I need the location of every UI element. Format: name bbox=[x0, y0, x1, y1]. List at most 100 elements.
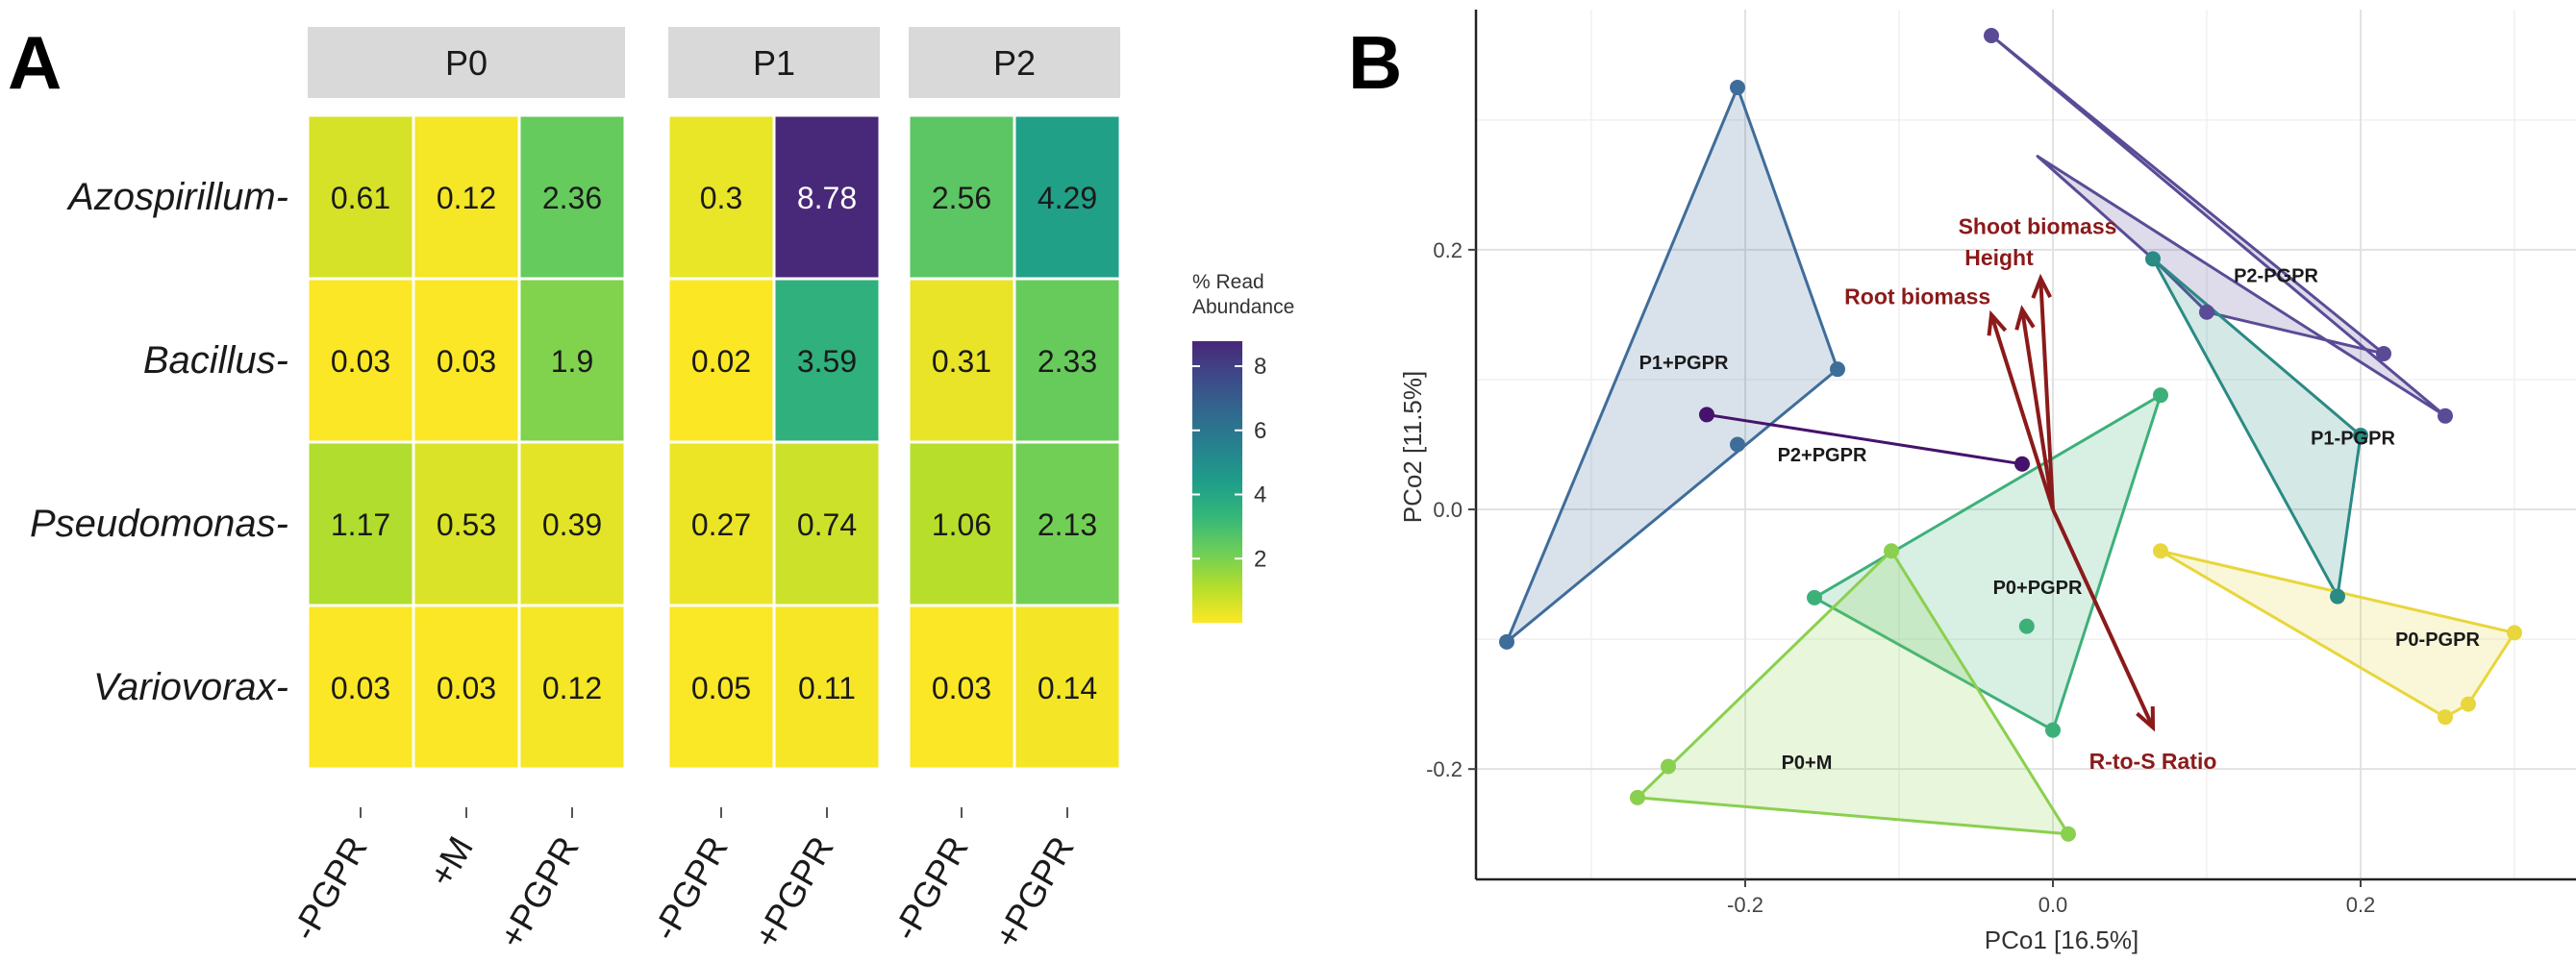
sample-point bbox=[1699, 407, 1714, 423]
cell-value-label: 0.03 bbox=[331, 344, 390, 379]
cell-value-label: 0.3 bbox=[700, 181, 742, 215]
heatmap-cell bbox=[666, 440, 776, 607]
sample-point bbox=[2376, 345, 2391, 361]
vector-label: Height bbox=[1964, 245, 2034, 270]
colorbar-tick-label: 6 bbox=[1254, 418, 1266, 444]
facet-title: P1 bbox=[753, 43, 795, 83]
group-hull bbox=[1813, 393, 2163, 732]
heatmap-cell bbox=[306, 604, 415, 771]
cell-value-label: 1.9 bbox=[551, 344, 593, 379]
row-label: Pseudomonas- bbox=[30, 503, 288, 545]
sample-point bbox=[2461, 696, 2476, 712]
cell-value-label: 0.02 bbox=[691, 344, 751, 379]
vector-arrowhead bbox=[2014, 305, 2036, 331]
heatmap-cell bbox=[306, 113, 415, 281]
cell-value-label: 2.33 bbox=[1038, 344, 1097, 379]
facet-title: P0 bbox=[445, 43, 488, 83]
heatmap-cell bbox=[907, 440, 1016, 607]
vector-arrowhead bbox=[1987, 309, 2008, 336]
heatmap-cell bbox=[306, 277, 415, 444]
sample-point bbox=[2018, 618, 2035, 634]
cell-value-label: 4.29 bbox=[1038, 181, 1097, 215]
sample-point bbox=[1730, 80, 1745, 96]
heatmap-cell bbox=[1013, 440, 1122, 607]
sample-point bbox=[2014, 456, 2030, 472]
loading-vector bbox=[2020, 309, 2055, 510]
colorbar-tick-label: 2 bbox=[1254, 546, 1266, 572]
group-label: P0-PGPR bbox=[2395, 630, 2480, 651]
pcoa-panel: B P2-PGPR P1-PGPR P1+PGPR P2+PGPR P0+PGPR P0+… bbox=[1348, 10, 2576, 954]
colorbar: % Read Abundance 2 4 6 8 bbox=[1192, 271, 1294, 623]
sample-point bbox=[2199, 304, 2214, 320]
group-hull bbox=[1505, 86, 1839, 644]
cell-value-label: 2.36 bbox=[542, 181, 602, 215]
heatmap-cell bbox=[772, 604, 882, 771]
heatmap-cell bbox=[517, 440, 627, 607]
cell-value-label: 0.05 bbox=[691, 671, 751, 705]
colorbar-title-line1: % Read bbox=[1192, 271, 1264, 293]
colorbar-tick-label: 4 bbox=[1254, 482, 1266, 508]
group-label: P1+PGPR bbox=[1639, 353, 1729, 374]
sample-point bbox=[2045, 722, 2061, 738]
sample-point bbox=[1830, 361, 1845, 378]
group-hull bbox=[2151, 257, 2363, 598]
group-hull bbox=[1636, 549, 2070, 836]
cell-value-label: 0.74 bbox=[797, 507, 857, 542]
sample-point bbox=[1984, 28, 1999, 44]
sample-point bbox=[2507, 625, 2522, 641]
row-label: Azospirillum- bbox=[66, 176, 288, 218]
group-label: P1-PGPR bbox=[2311, 429, 2395, 450]
cell-value-label: 0.14 bbox=[1038, 671, 1097, 705]
sample-point bbox=[2153, 543, 2168, 559]
group-label: P0+PGPR bbox=[1993, 578, 2083, 599]
heatmap-cell bbox=[1013, 113, 1122, 281]
y-axis-label: PCo2 [11.5%] bbox=[1398, 371, 1427, 524]
row-label: Bacillus- bbox=[143, 339, 288, 382]
cell-value-label: 2.13 bbox=[1038, 507, 1097, 542]
heatmap-cell bbox=[517, 277, 627, 444]
sample-point bbox=[2330, 588, 2345, 605]
heatmap-cell bbox=[772, 440, 882, 607]
loading-vector bbox=[1989, 313, 2055, 510]
heatmap-cell bbox=[306, 440, 415, 607]
cell-value-label: 0.03 bbox=[437, 344, 496, 379]
heatmap-cell bbox=[907, 277, 1016, 444]
group-label: P2-PGPR bbox=[2234, 266, 2318, 287]
panel-label-b: B bbox=[1348, 20, 1402, 105]
cell-value-label: 0.03 bbox=[437, 671, 496, 705]
sample-point bbox=[1730, 436, 1745, 453]
sample-point bbox=[2353, 428, 2368, 444]
cell-value-label: 0.03 bbox=[932, 671, 991, 705]
x-tick-label: -0.2 bbox=[1727, 893, 1763, 917]
heatmap-cell bbox=[907, 604, 1016, 771]
y-tick-label: 0.0 bbox=[1433, 498, 1463, 522]
x-tick-label: 0.2 bbox=[2346, 893, 2376, 917]
x-tick-label: 0.0 bbox=[2038, 893, 2068, 917]
heatmap-cell bbox=[1013, 604, 1122, 771]
cell-value-label: 2.56 bbox=[932, 181, 991, 215]
row-label: Variovorax- bbox=[93, 666, 288, 708]
cell-value-label: 3.59 bbox=[797, 344, 857, 379]
y-tick-label: -0.2 bbox=[1426, 757, 1463, 781]
sample-point bbox=[2438, 709, 2453, 726]
sample-point bbox=[2145, 251, 2161, 267]
vector-label: Root biomass bbox=[1844, 284, 1990, 309]
heatmap-cell bbox=[517, 604, 627, 771]
vector-label: R-to-S Ratio bbox=[2089, 749, 2217, 774]
facet-strip bbox=[308, 27, 625, 98]
sample-point bbox=[2153, 387, 2168, 404]
cell-value-label: 0.27 bbox=[691, 507, 751, 542]
sample-point bbox=[1884, 543, 1899, 559]
cell-value-label: 0.31 bbox=[932, 344, 991, 379]
heatmap-cell bbox=[666, 277, 776, 444]
colorbar-title-line2: Abundance bbox=[1192, 296, 1294, 318]
sample-point bbox=[2061, 826, 2076, 842]
sample-point bbox=[1630, 789, 1645, 805]
cell-value-label: 0.61 bbox=[331, 181, 390, 215]
sample-point bbox=[1499, 633, 1514, 650]
cell-value-label: 0.12 bbox=[542, 671, 602, 705]
cell-value-label: 1.06 bbox=[932, 507, 991, 542]
loading-vector bbox=[2038, 278, 2055, 510]
cell-value-label: 0.03 bbox=[331, 671, 390, 705]
